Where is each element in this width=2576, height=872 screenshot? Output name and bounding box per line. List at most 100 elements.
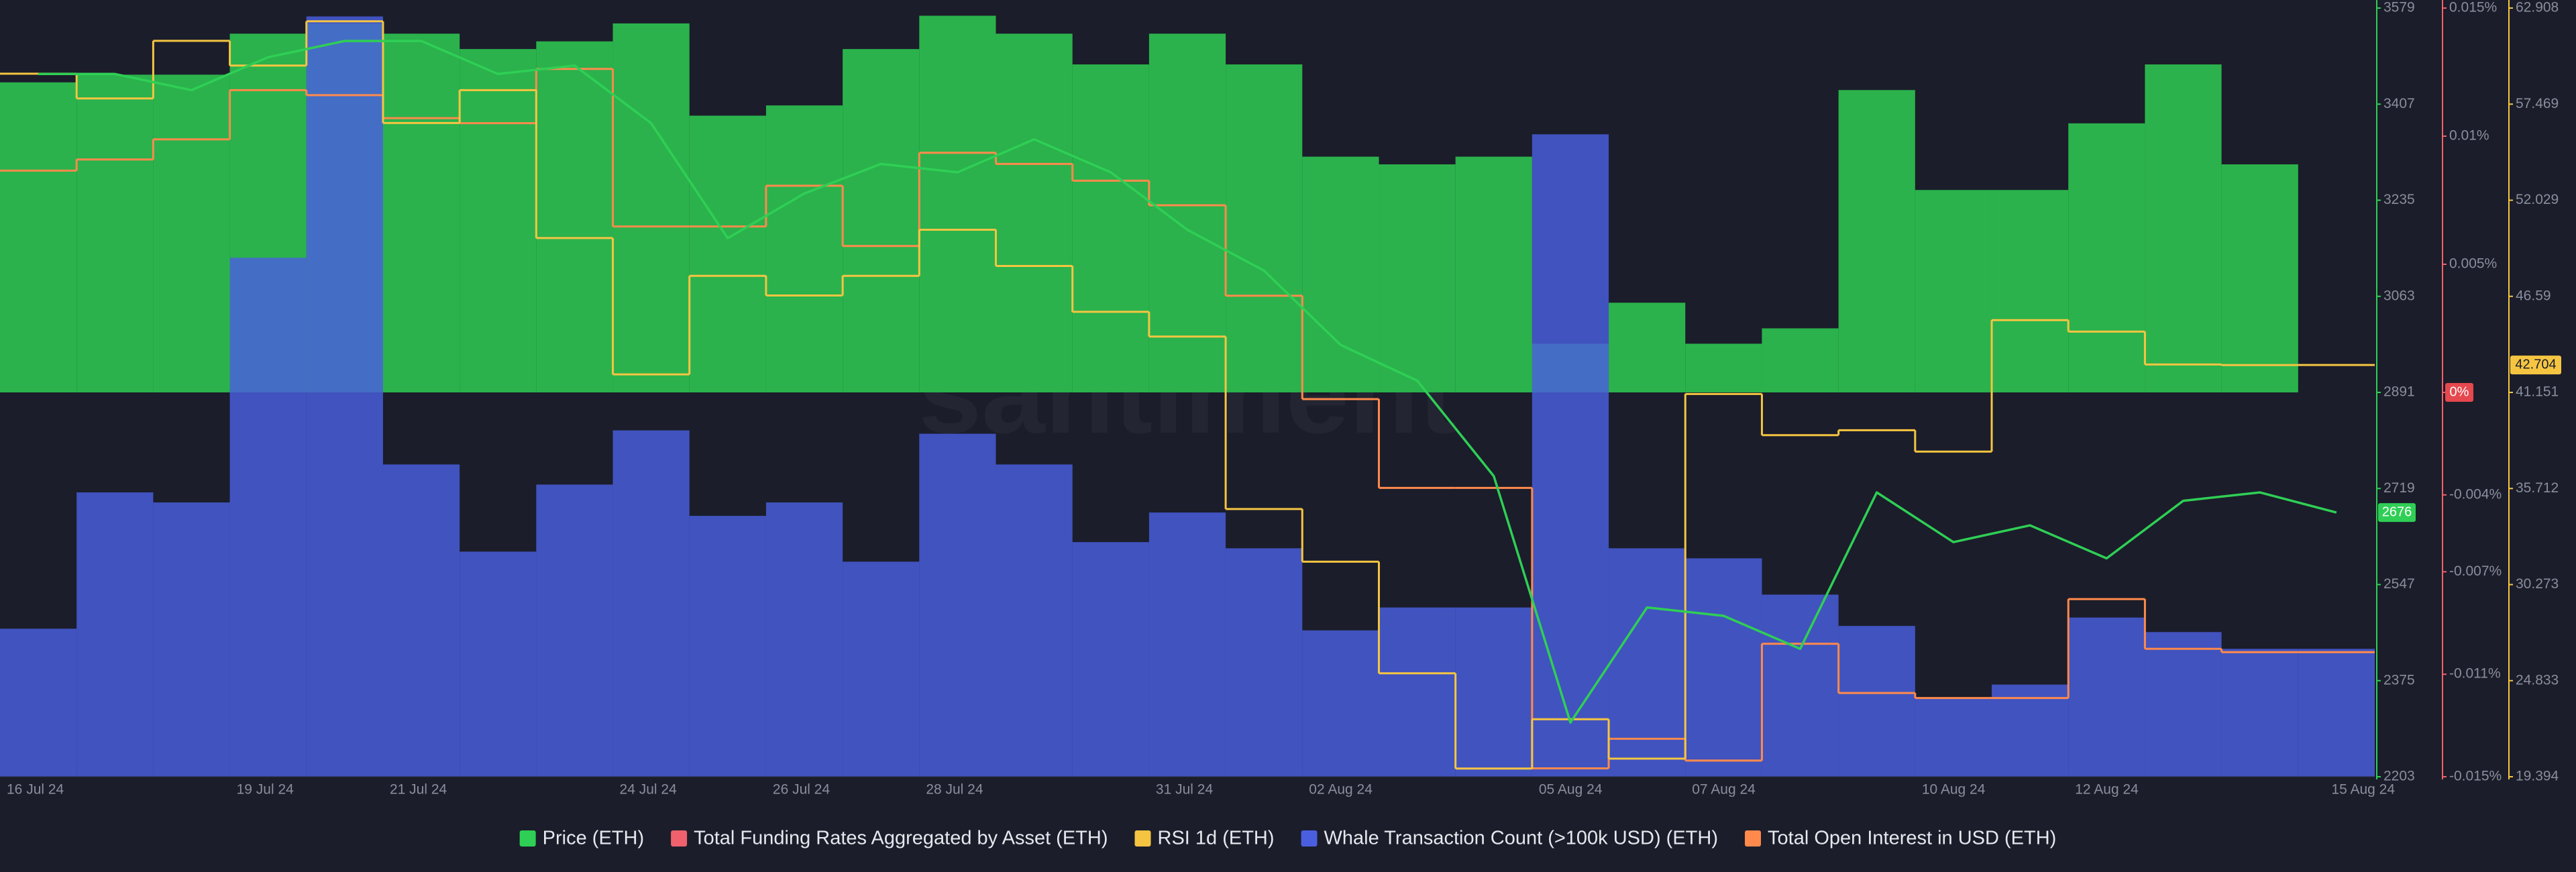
bar — [382, 464, 460, 777]
bar — [1838, 626, 1915, 777]
bar — [1609, 303, 1686, 392]
rsi-tag-label: 42.704 — [2515, 357, 2556, 372]
bar — [306, 16, 383, 777]
y2-tick-label: 0% — [2450, 384, 2469, 399]
x-tick-label: 21 Jul 24 — [390, 782, 447, 798]
x-tick-label: 07 Aug 24 — [1692, 782, 1756, 798]
x-tick-label: 16 Jul 24 — [7, 782, 64, 798]
bar — [2145, 632, 2222, 777]
legend-swatch — [519, 830, 536, 847]
bar — [382, 34, 460, 392]
bar — [0, 82, 77, 392]
x-tick-label: 02 Aug 24 — [1309, 782, 1373, 798]
y-tick-label: 3579 — [2383, 0, 2415, 15]
y3-tick-label: 57.469 — [2516, 96, 2559, 111]
bar — [1685, 343, 1762, 392]
y2-tick-label: 0.01% — [2449, 128, 2489, 144]
bar — [689, 516, 766, 777]
y3-tick-label: 46.59 — [2516, 288, 2551, 303]
legend-swatch — [1301, 830, 1318, 847]
bar — [76, 74, 154, 392]
x-tick-label: 26 Jul 24 — [773, 782, 830, 798]
bar — [765, 502, 843, 777]
bar — [1685, 558, 1762, 777]
price-tag — [2378, 503, 2416, 523]
y-tick-label: 3407 — [2383, 96, 2415, 111]
y2-tick-label: 0.015% — [2449, 0, 2497, 15]
x-tick-label: 05 Aug 24 — [1539, 782, 1603, 798]
legend-item: Price (ETH) — [519, 828, 644, 849]
bar — [689, 115, 766, 392]
x-tick-label: 31 Jul 24 — [1156, 782, 1214, 798]
x-tick-label: 28 Jul 24 — [926, 782, 983, 798]
x-tick-label: 15 Aug 24 — [2331, 782, 2395, 798]
y-tick-label: 2375 — [2383, 672, 2415, 688]
bar — [1379, 607, 1456, 777]
bar — [765, 105, 843, 392]
bar — [76, 492, 154, 777]
bar — [153, 74, 230, 392]
bar — [1532, 134, 1609, 777]
legend-item: Total Funding Rates Aggregated by Asset … — [671, 828, 1108, 849]
bar — [1379, 164, 1456, 392]
y2-tick-label: 0.005% — [2449, 256, 2497, 272]
y2-tick-label: -0.007% — [2449, 563, 2502, 579]
bar — [1226, 548, 1303, 777]
bar — [2221, 649, 2298, 777]
bar — [1148, 512, 1226, 777]
x-tick-label: 10 Aug 24 — [1922, 782, 1986, 798]
bar — [1762, 594, 1839, 777]
y-tick-label: 3235 — [2383, 192, 2415, 207]
price-tag-label: 2676 — [2382, 504, 2412, 519]
bar — [1072, 542, 1149, 777]
x-tick-label: 19 Jul 24 — [237, 782, 294, 798]
bar — [2145, 64, 2222, 392]
y2-tick-label: -0.015% — [2449, 769, 2502, 784]
x-tick-label: 24 Jul 24 — [620, 782, 678, 798]
y-tick-label: 3063 — [2383, 288, 2415, 303]
bar — [2068, 123, 2145, 392]
legend-label: Total Funding Rates Aggregated by Asset … — [694, 828, 1108, 849]
y3-tick-label: 41.151 — [2516, 384, 2559, 400]
bar — [996, 464, 1073, 777]
price-line — [38, 40, 2337, 724]
bar — [1455, 607, 1532, 777]
y3-tick-label: 24.833 — [2516, 672, 2559, 688]
bar — [1838, 90, 1915, 393]
y-tick-label: 2891 — [2383, 384, 2415, 400]
bar — [536, 41, 613, 393]
bar — [2298, 649, 2375, 777]
bar — [0, 629, 77, 777]
rsi-tag — [2510, 356, 2561, 375]
y2-tick-label: -0.004% — [2449, 486, 2502, 502]
bar — [1148, 34, 1226, 392]
bar — [153, 502, 230, 777]
bar — [460, 551, 537, 777]
y3-tick-label: 35.712 — [2516, 480, 2559, 496]
bar — [843, 561, 920, 777]
bar — [229, 258, 307, 777]
y2-tick-label: -0.011% — [2449, 666, 2501, 682]
bar — [919, 433, 996, 777]
bar — [843, 49, 920, 393]
legend-swatch — [1745, 830, 1762, 847]
y3-tick-label: 52.029 — [2516, 192, 2559, 207]
bar — [1762, 328, 1839, 392]
y3-tick-label: 30.273 — [2516, 576, 2559, 592]
legend-label: Total Open Interest in USD (ETH) — [1768, 828, 2056, 849]
legend-swatch — [671, 830, 688, 847]
legend: Price (ETH) Total Funding Rates Aggregate… — [519, 828, 2056, 849]
bar — [1302, 630, 1379, 777]
legend-item: Whale Transaction Count (>100k USD) (ETH… — [1301, 828, 1718, 849]
y-tick-label: 2719 — [2383, 480, 2415, 496]
bar — [612, 23, 690, 393]
zero-tag — [2445, 383, 2473, 402]
bar — [2221, 164, 2298, 392]
legend-swatch — [1134, 830, 1151, 847]
bar — [1072, 64, 1149, 392]
legend-item: Total Open Interest in USD (ETH) — [1745, 828, 2056, 849]
legend-label: RSI 1d (ETH) — [1158, 828, 1275, 849]
y-tick-label: 2203 — [2383, 769, 2415, 784]
